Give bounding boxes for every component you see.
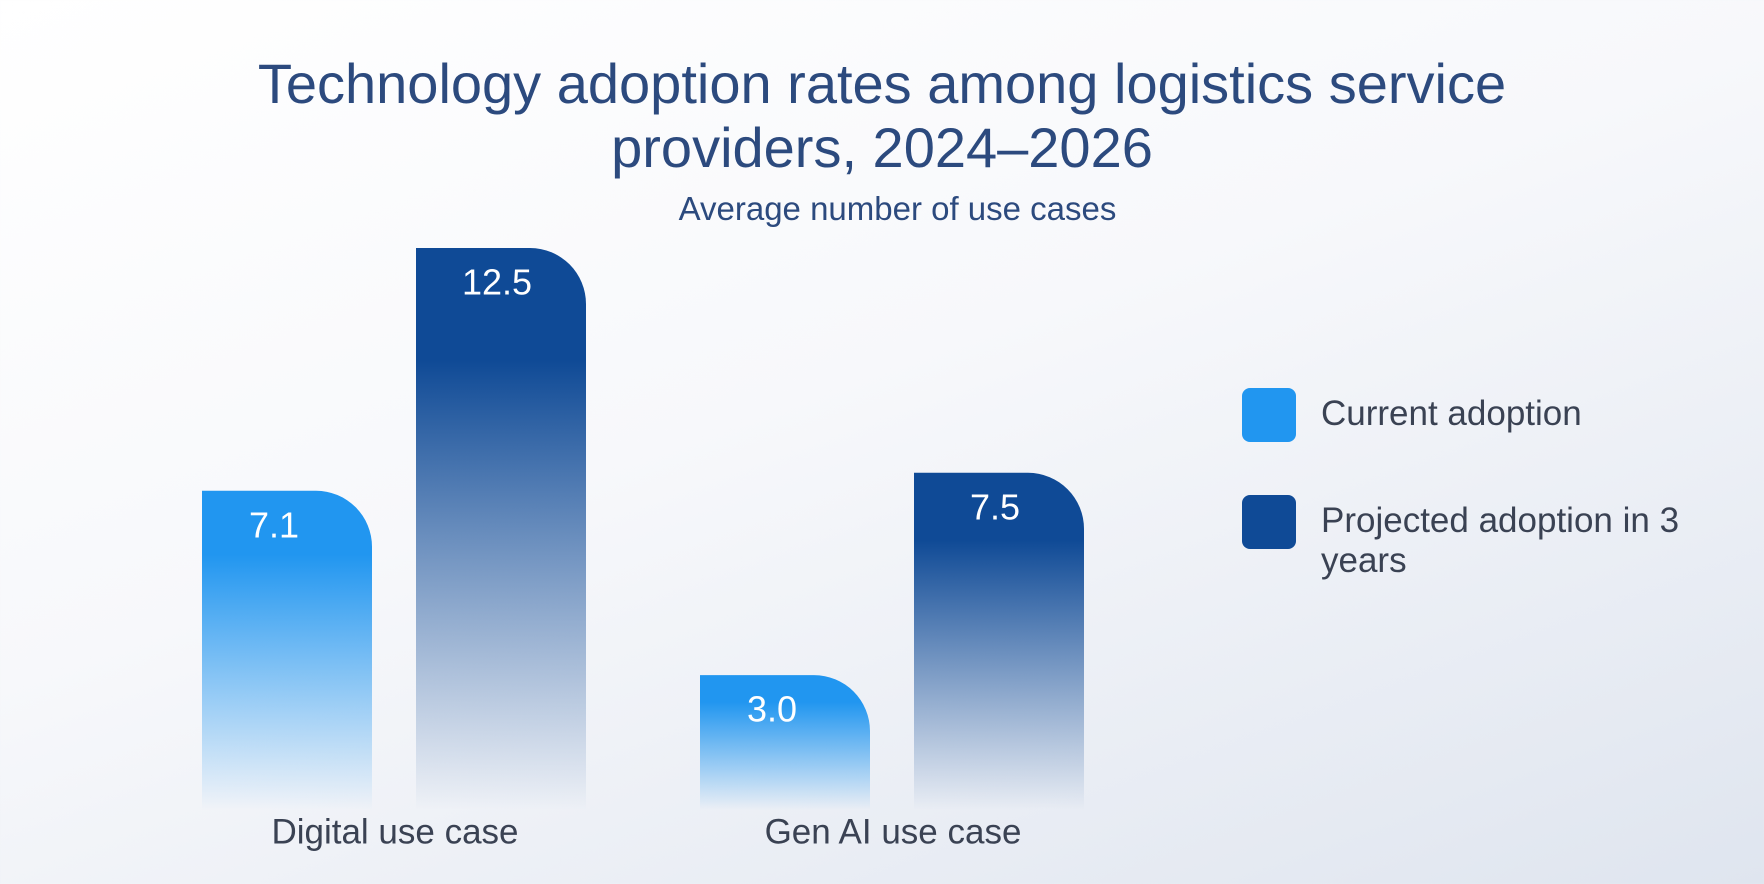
x-tick-label: Digital use case	[271, 812, 518, 851]
legend-swatch	[1242, 388, 1296, 442]
bar	[700, 675, 870, 810]
legend-label: Projected adoption in 3 years	[1321, 501, 1680, 580]
x-tick-label: Gen AI use case	[765, 812, 1022, 851]
legend-swatch	[1242, 495, 1296, 549]
data-label: 7.1	[249, 504, 299, 545]
legend-label: Current adoption	[1321, 394, 1582, 433]
chart-title: Technology adoption rates among logistic…	[257, 52, 1507, 179]
bar	[914, 472, 1084, 810]
chart-subtitle: Average number of use cases	[678, 190, 1117, 227]
bar	[416, 248, 586, 810]
data-label: 12.5	[462, 262, 532, 303]
data-label: 3.0	[747, 689, 797, 730]
bar	[202, 490, 372, 810]
data-label: 7.5	[970, 486, 1020, 527]
